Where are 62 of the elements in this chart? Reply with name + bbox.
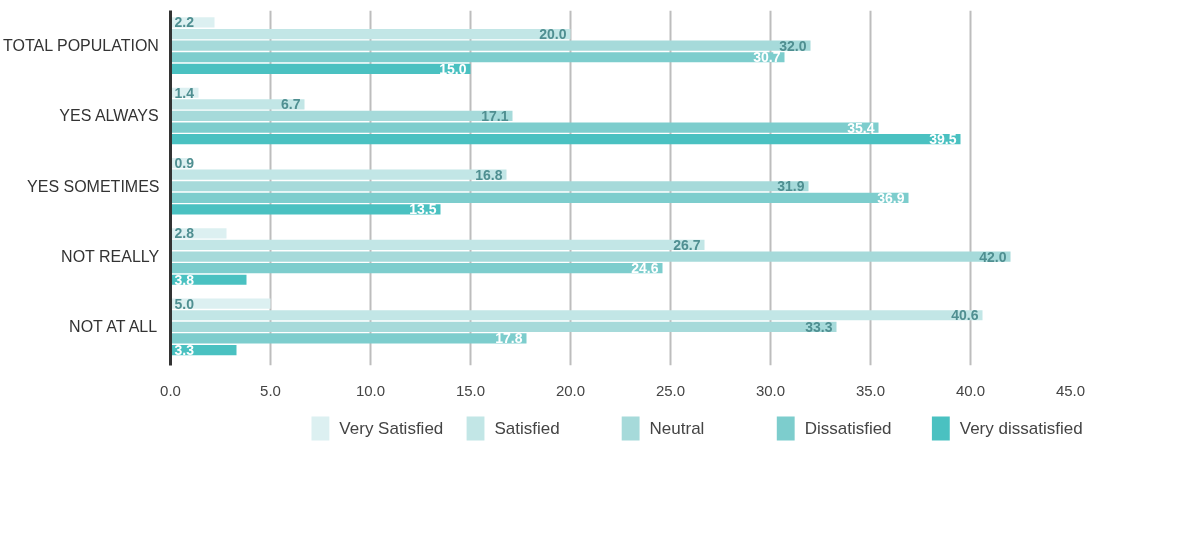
x-tick-label: 0.0 [160, 381, 181, 399]
bar [170, 333, 527, 344]
data-label: 15.0 [439, 60, 467, 77]
bar [170, 239, 705, 251]
bar [170, 110, 513, 122]
data-label: 5.0 [174, 295, 195, 312]
data-label: 16.8 [475, 166, 503, 183]
legend-label: Very Satisfied [339, 419, 444, 438]
bar [170, 169, 507, 180]
data-label: 30.7 [753, 49, 781, 66]
data-label: 26.7 [673, 236, 701, 253]
legend-label: Satisfied [494, 419, 560, 438]
data-label: 1.4 [174, 84, 195, 101]
bar [170, 181, 809, 192]
x-tick-label: 25.0 [655, 381, 686, 399]
data-label: 20.0 [539, 26, 567, 43]
data-label: 13.5 [409, 201, 437, 218]
y-tick-label: TOTAL POPULATION [3, 37, 159, 55]
data-label: 40.6 [951, 307, 979, 324]
data-label: 0.9 [174, 155, 195, 172]
data-label: 35.4 [847, 119, 875, 136]
bar [170, 52, 785, 63]
y-tick-label: YES SOMETIMES [27, 177, 160, 195]
bar [170, 263, 663, 274]
x-tick-label: 45.0 [1055, 381, 1086, 399]
data-label: 32.0 [779, 37, 807, 54]
bar [170, 122, 879, 133]
data-label: 36.9 [877, 189, 905, 206]
y-tick-label: YES ALWAYS [59, 107, 159, 125]
x-tick-label: 35.0 [855, 381, 886, 399]
x-tick-label: 15.0 [455, 381, 486, 399]
data-label: 17.8 [495, 330, 523, 347]
y-tick-label: NOT REALLY [61, 248, 160, 266]
bar [170, 204, 441, 215]
data-label: 6.7 [281, 96, 301, 113]
data-label: 24.6 [631, 260, 659, 277]
bar [170, 134, 961, 145]
bar [170, 40, 811, 51]
legend-label: Neutral [649, 419, 705, 438]
x-tick-label: 20.0 [555, 381, 586, 399]
bar [170, 28, 571, 40]
y-tick-label: NOT AT ALL [69, 318, 158, 336]
x-tick-label: 40.0 [955, 381, 986, 399]
bar [170, 251, 1011, 262]
data-label: 3.8 [174, 271, 195, 288]
bar [170, 63, 471, 74]
bar [170, 321, 837, 332]
x-tick-label: 30.0 [755, 381, 786, 399]
legend-label: Very dissatisfied [959, 419, 1083, 438]
data-label: 17.1 [481, 107, 509, 124]
bar [170, 192, 909, 203]
data-label: 31.9 [777, 178, 805, 195]
data-label: 33.3 [805, 318, 833, 335]
x-tick-label: 10.0 [355, 381, 386, 399]
data-label: 2.2 [174, 14, 195, 31]
x-tick-label: 5.0 [260, 381, 281, 399]
data-label: 39.5 [929, 131, 957, 148]
bar [170, 310, 983, 321]
legend-label: Dissatisfied [804, 419, 892, 438]
data-label: 2.8 [174, 225, 195, 242]
data-label: 42.0 [979, 248, 1007, 265]
data-label: 3.3 [174, 342, 195, 359]
